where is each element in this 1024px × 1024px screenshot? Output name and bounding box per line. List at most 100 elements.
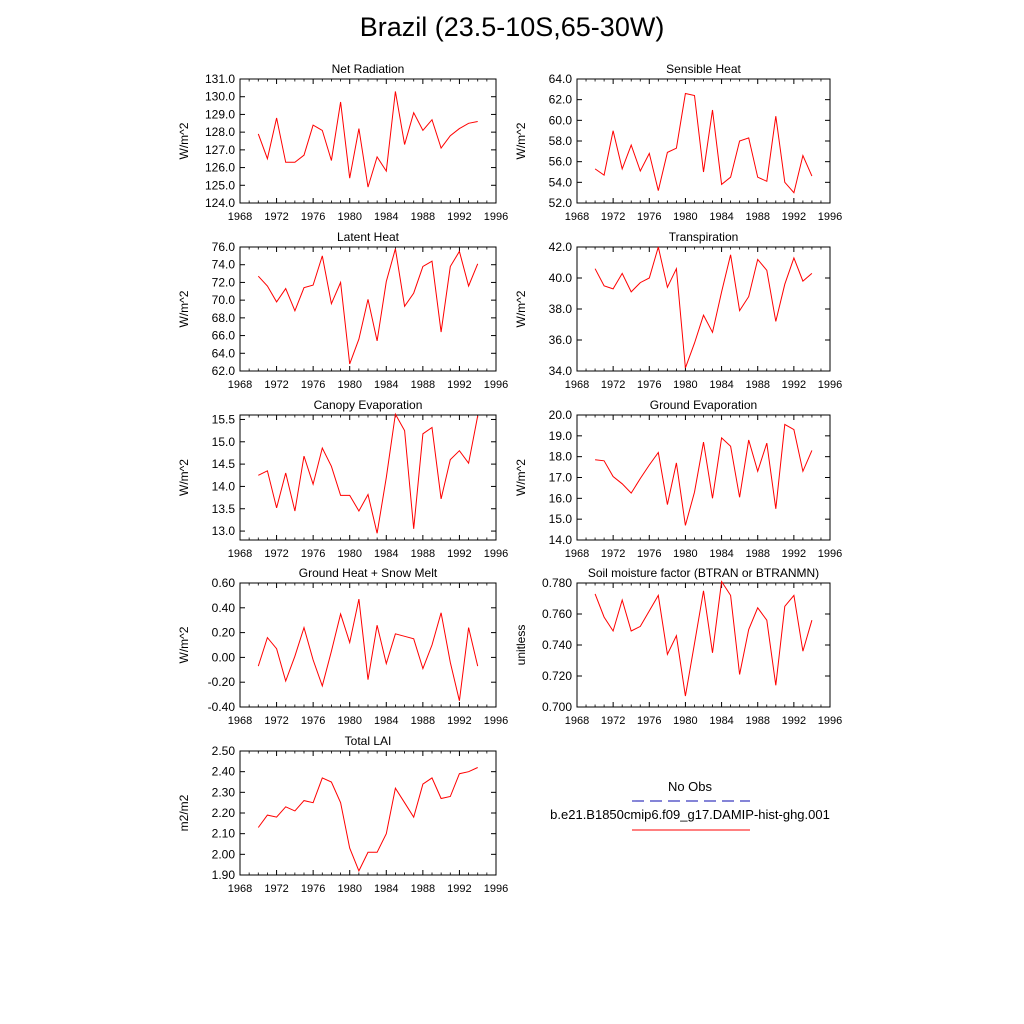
y-tick-label: 124.0: [205, 196, 235, 210]
y-tick-label: 38.0: [549, 302, 573, 316]
y-tick-label: 14.5: [212, 457, 236, 471]
x-tick-label: 1988: [411, 548, 435, 560]
x-tick-label: 1980: [337, 379, 361, 391]
y-tick-label: 2.10: [212, 827, 236, 841]
x-tick-label: 1984: [374, 883, 398, 895]
panel-8: Soil moisture factor (BTRAN or BTRANMN) u…: [514, 566, 842, 727]
y-tick-label: 0.700: [542, 700, 572, 714]
x-tick-label: 1984: [374, 548, 398, 560]
x-tick-label: 1972: [264, 548, 288, 560]
y-tick-label: 36.0: [549, 333, 573, 347]
series-line: [594, 92, 813, 194]
x-tick-label: 1976: [637, 379, 661, 391]
x-tick-label: 1996: [484, 211, 508, 223]
series-line: [258, 412, 479, 534]
x-tick-label: 1968: [228, 715, 252, 727]
y-tick-label: 19.0: [549, 429, 573, 443]
x-tick-label: 1992: [447, 715, 471, 727]
panel-title: Ground Evaporation: [650, 398, 757, 412]
y-tick-label: 42.0: [549, 240, 573, 254]
panel-4: Transpiration W/m^2 1968 1972 1976 1980 1984 19…: [514, 230, 842, 391]
panel-6: Ground Evaporation W/m^2 1968 1972 1976 1980 1…: [514, 398, 842, 560]
y-tick-label: 64.0: [549, 72, 573, 86]
y-tick-label: 64.0: [212, 346, 236, 360]
y-tick-label: 72.0: [212, 275, 236, 289]
y-tick-label: 0.60: [212, 576, 236, 590]
series-line: [257, 91, 478, 188]
x-tick-label: 1972: [601, 379, 625, 391]
y-tick-label: 20.0: [549, 408, 573, 422]
x-tick-label: 1976: [301, 379, 325, 391]
y-tick-label: 15.0: [549, 512, 573, 526]
series-line: [595, 423, 813, 526]
x-tick-label: 1996: [818, 715, 842, 727]
y-tick-label: 62.0: [549, 93, 573, 107]
x-tick-label: 1972: [264, 715, 288, 727]
x-tick-label: 1988: [745, 548, 769, 560]
x-tick-label: 1976: [637, 715, 661, 727]
x-tick-label: 1976: [301, 883, 325, 895]
y-tick-label: -0.20: [208, 675, 236, 689]
panel-title: Net Radiation: [332, 62, 405, 76]
y-tick-label: 0.780: [542, 576, 572, 590]
x-tick-label: 1992: [782, 379, 806, 391]
x-tick-label: 1968: [565, 211, 589, 223]
plot-frame: [239, 582, 497, 708]
panel-5: Canopy Evaporation W/m^2 1968 1972 1976 1980 1…: [177, 398, 508, 560]
x-tick-label: 1980: [673, 211, 697, 223]
panel-7: Ground Heat + Snow Melt W/m^2 1968 1972 1976…: [177, 566, 508, 727]
legend-obs-label: No Obs: [667, 779, 713, 794]
y-tick-label: 126.0: [205, 161, 235, 175]
y-axis-label: W/m^2: [177, 626, 191, 663]
x-tick-label: 1972: [601, 548, 625, 560]
y-tick-label: 131.0: [205, 72, 235, 86]
x-tick-label: 1996: [818, 211, 842, 223]
x-tick-label: 1976: [637, 548, 661, 560]
y-tick-label: 76.0: [212, 240, 236, 254]
y-tick-label: 54.0: [549, 175, 573, 189]
y-axis-label: W/m^2: [177, 459, 191, 496]
x-tick-label: 1968: [228, 883, 252, 895]
panel-title: Ground Heat + Snow Melt: [299, 566, 438, 580]
x-tick-label: 1976: [301, 715, 325, 727]
y-tick-label: 2.20: [212, 806, 236, 820]
panel-2: Sensible Heat W/m^2 1968 1972 1976 1980 1984 19…: [514, 62, 842, 223]
x-tick-label: 1992: [782, 548, 806, 560]
x-tick-label: 1984: [374, 715, 398, 727]
panel-title: Transpiration: [669, 230, 739, 244]
series-line: [257, 767, 478, 873]
y-tick-label: 66.0: [212, 329, 236, 343]
y-tick-label: 14.0: [549, 533, 573, 547]
y-tick-label: 62.0: [212, 364, 236, 378]
y-tick-label: 2.00: [212, 847, 236, 861]
x-tick-label: 1980: [337, 883, 361, 895]
x-tick-label: 1984: [709, 715, 733, 727]
x-tick-label: 1972: [601, 715, 625, 727]
x-tick-label: 1992: [782, 715, 806, 727]
y-tick-label: 0.760: [542, 607, 572, 621]
x-tick-label: 1984: [709, 548, 733, 560]
y-axis-label: W/m^2: [514, 290, 528, 327]
x-tick-label: 1980: [673, 379, 697, 391]
series-line: [594, 580, 813, 697]
panel-3: Latent Heat W/m^2 1968 1972 1976 1980 1984 1988…: [177, 230, 508, 391]
panel-1: Net Radiation W/m^2 1968 1972 1976 1980 1984 19…: [177, 62, 508, 223]
y-tick-label: 70.0: [212, 293, 236, 307]
y-tick-label: 58.0: [549, 134, 573, 148]
x-tick-label: 1980: [673, 548, 697, 560]
y-tick-label: 34.0: [549, 364, 573, 378]
plot-frame: [576, 582, 831, 708]
y-tick-label: 52.0: [549, 196, 573, 210]
series-line: [594, 246, 813, 369]
plot-frame: [576, 246, 831, 372]
x-tick-label: 1968: [228, 548, 252, 560]
x-tick-label: 1968: [565, 379, 589, 391]
x-tick-label: 1988: [745, 211, 769, 223]
y-tick-label: 56.0: [549, 155, 573, 169]
y-tick-label: 2.50: [212, 744, 236, 758]
x-tick-label: 1996: [484, 715, 508, 727]
x-tick-label: 1968: [565, 715, 589, 727]
x-tick-label: 1972: [601, 211, 625, 223]
y-tick-label: 13.5: [212, 502, 236, 516]
x-tick-label: 1980: [337, 715, 361, 727]
